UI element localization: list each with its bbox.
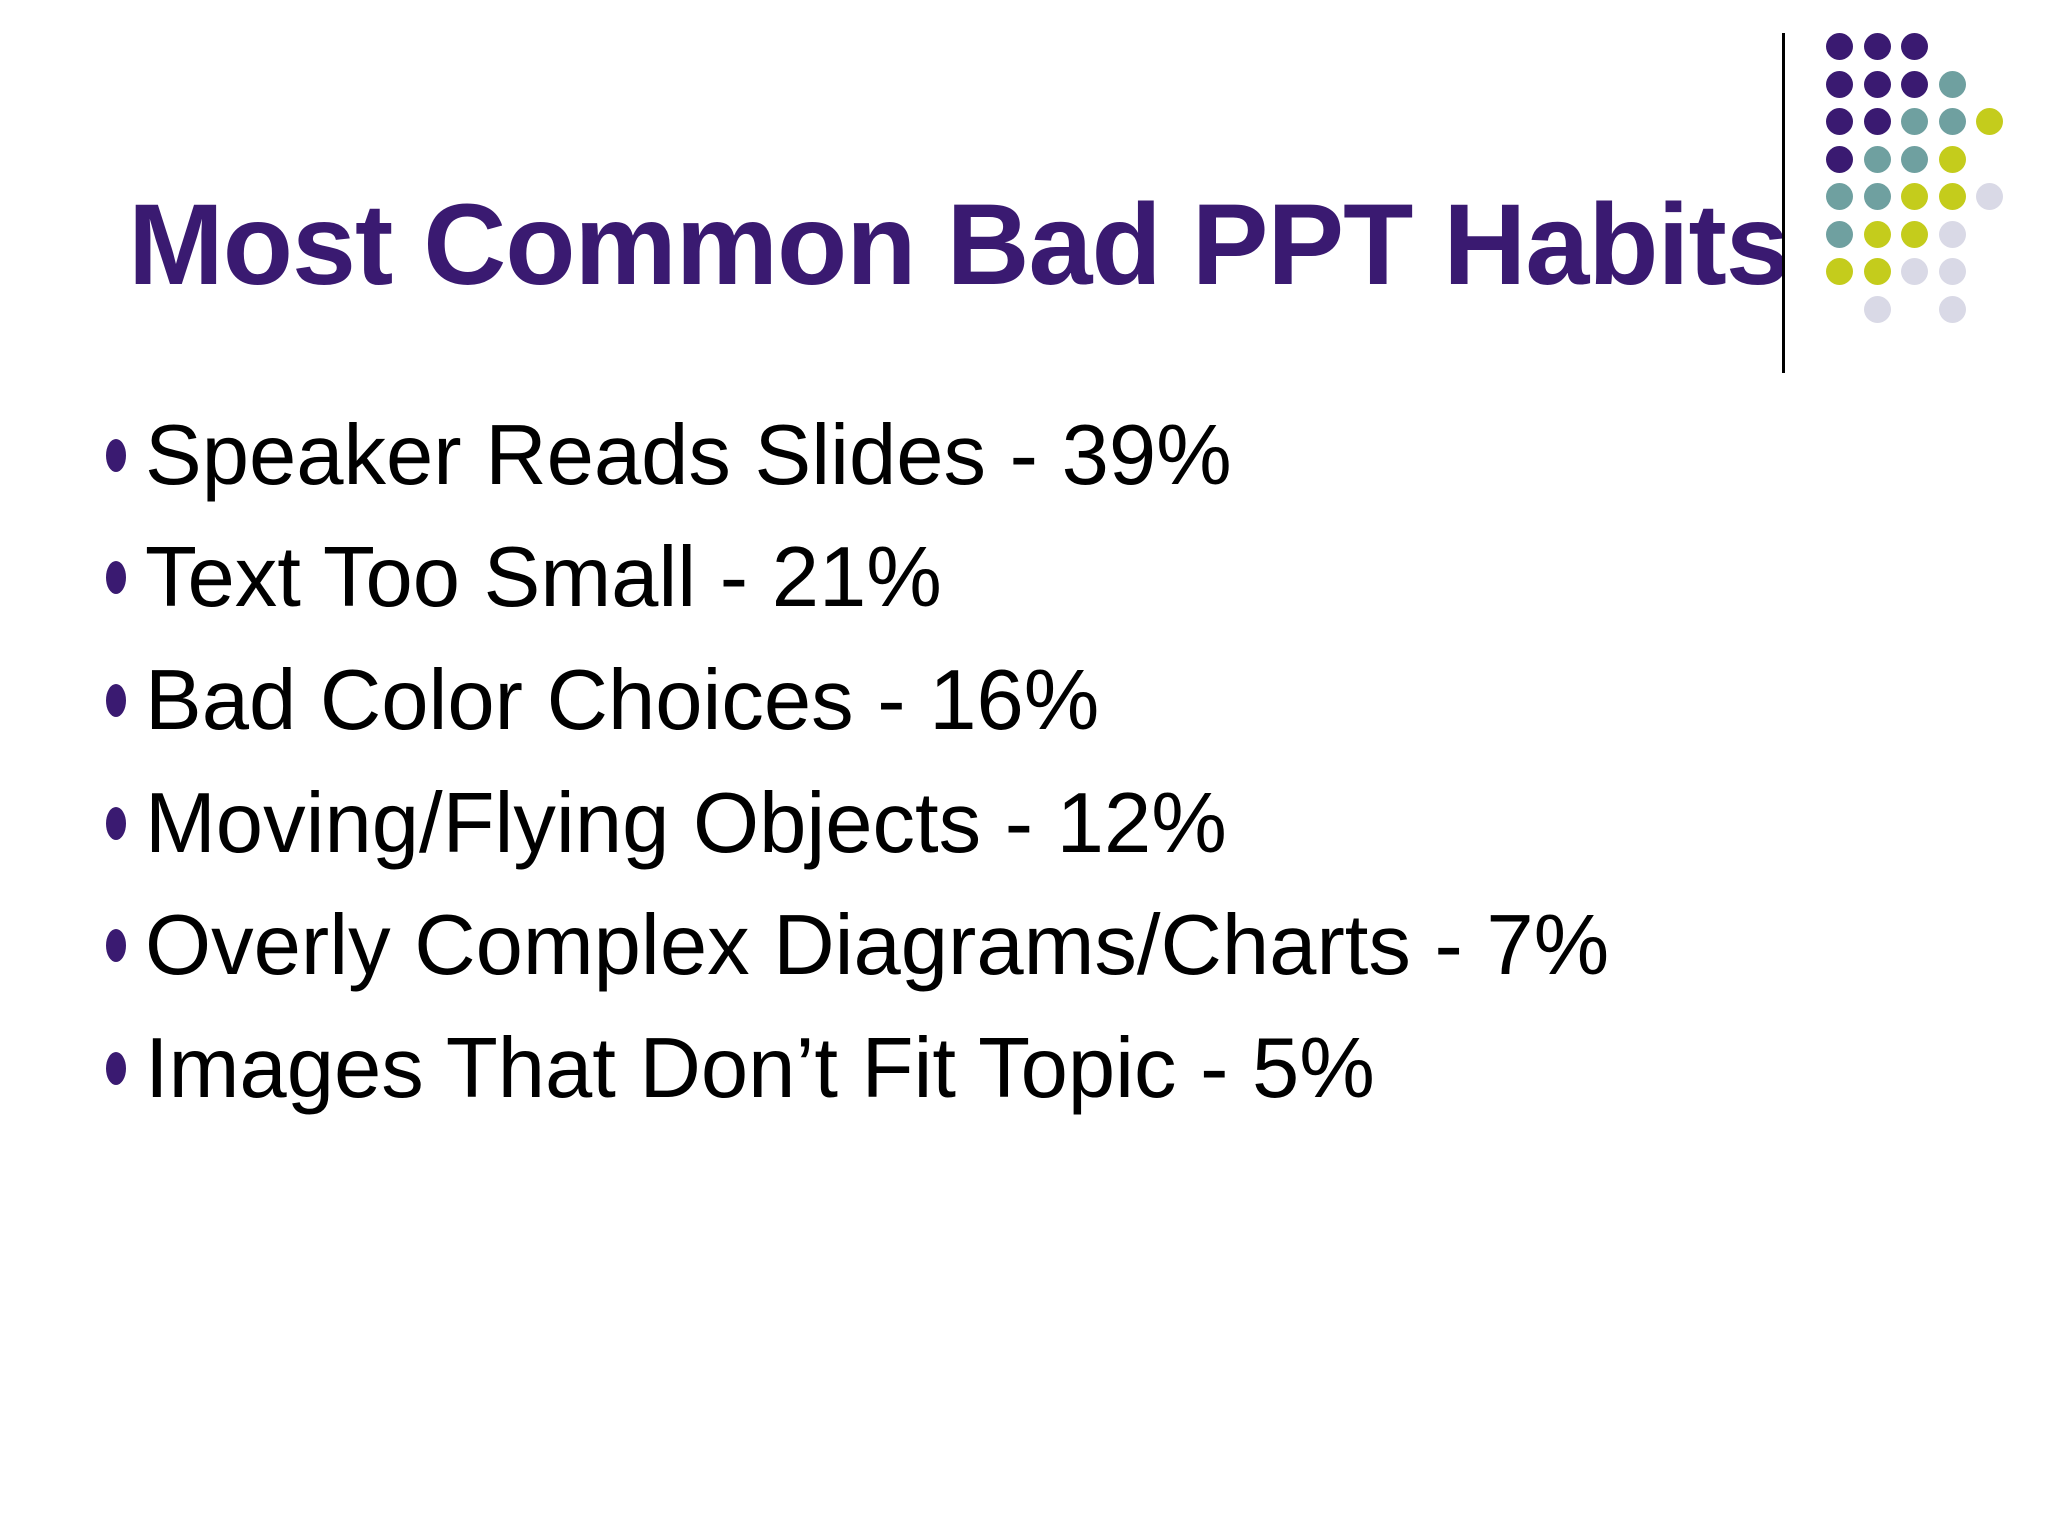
ornament-dot: [1826, 108, 1853, 135]
bullet-dot-icon: [106, 438, 126, 472]
ornament-dot: [1863, 70, 1891, 98]
ornament-dot: [1863, 183, 1891, 210]
bullet-dot-icon: [106, 806, 126, 840]
bullet-text: Speaker Reads Slides - 39%: [145, 407, 1232, 503]
ornament-dot: [1863, 258, 1891, 285]
ornament-dot: [1901, 258, 1928, 285]
ornament-dot: [1938, 70, 1966, 98]
bullet-text: Bad Color Choices - 16%: [145, 652, 1100, 748]
ornament-dot: [1863, 295, 1891, 323]
bullet-list: Speaker Reads Slides - 39% Text Too Small…: [106, 394, 1609, 1130]
ornament-dot: [1901, 108, 1928, 135]
ornament-dot: [1863, 145, 1891, 173]
ornament-dot: [1938, 145, 1966, 173]
ornament-dot: [1976, 108, 2003, 135]
ornament-dot: [1938, 295, 1966, 323]
title-divider-line: [1782, 33, 1785, 373]
ornament-dot: [1901, 220, 1928, 248]
ornament-dot: [1826, 183, 1853, 210]
ornament-dot: [1826, 33, 1853, 60]
bullet-text: Text Too Small - 21%: [145, 530, 942, 626]
bullet-dot-icon: [106, 561, 126, 595]
ornament-dot: [1938, 183, 1966, 210]
ornament-dot: [1901, 33, 1928, 60]
ornament-dot: [1976, 183, 2003, 210]
dot-grid-ornament: [1826, 33, 2021, 333]
ornament-dot: [1863, 108, 1891, 135]
bullet-text: Moving/Flying Objects - 12%: [145, 775, 1227, 871]
ornament-dot: [1938, 108, 1966, 135]
bullet-dot-icon: [106, 929, 126, 963]
ornament-dot: [1901, 145, 1928, 173]
bullet-item: Speaker Reads Slides - 39%: [106, 394, 1609, 517]
bullet-item: Bad Color Choices - 16%: [106, 639, 1609, 762]
bullet-item: Overly Complex Diagrams/Charts - 7%: [106, 884, 1609, 1007]
ornament-dot: [1826, 220, 1853, 248]
bullet-text: Images That Don’t Fit Topic - 5%: [145, 1020, 1375, 1116]
ornament-dot: [1863, 220, 1891, 248]
ornament-dot: [1826, 258, 1853, 285]
ornament-dot: [1901, 183, 1928, 210]
bullet-item: Moving/Flying Objects - 12%: [106, 762, 1609, 885]
bullet-dot-icon: [106, 683, 126, 717]
bullet-dot-icon: [106, 1051, 126, 1085]
bullet-item: Images That Don’t Fit Topic - 5%: [106, 1007, 1609, 1130]
ornament-dot: [1938, 258, 1966, 285]
ornament-dot: [1863, 33, 1891, 60]
ornament-dot: [1826, 70, 1853, 98]
ornament-dot: [1901, 70, 1928, 98]
ornament-dot: [1826, 145, 1853, 173]
slide-title: Most Common Bad PPT Habits: [128, 181, 1790, 309]
bullet-text: Overly Complex Diagrams/Charts - 7%: [145, 898, 1610, 994]
ornament-dot: [1938, 220, 1966, 248]
bullet-item: Text Too Small - 21%: [106, 517, 1609, 640]
